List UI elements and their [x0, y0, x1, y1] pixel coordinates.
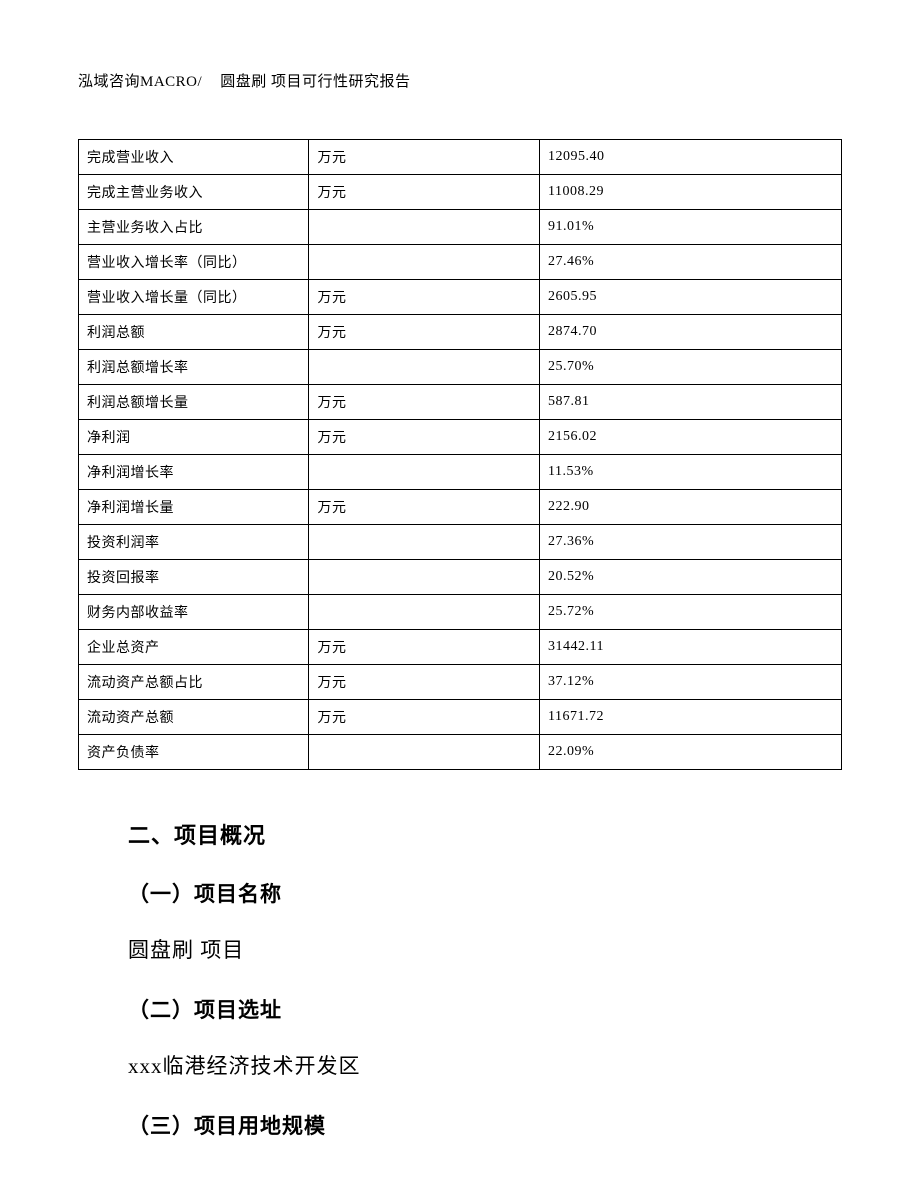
- financial-table: 完成营业收入万元12095.40完成主营业务收入万元11008.29主营业务收入…: [78, 139, 842, 770]
- table-cell-unit: 万元: [309, 490, 539, 525]
- table-cell-label: 主营业务收入占比: [79, 210, 309, 245]
- table-cell-value: 587.81: [539, 385, 841, 420]
- table-cell-label: 营业收入增长率（同比）: [79, 245, 309, 280]
- table-cell-unit: [309, 210, 539, 245]
- financial-table-body: 完成营业收入万元12095.40完成主营业务收入万元11008.29主营业务收入…: [79, 140, 842, 770]
- table-row: 净利润增长量万元222.90: [79, 490, 842, 525]
- table-row: 投资回报率 20.52%: [79, 560, 842, 595]
- table-row: 利润总额增长率 25.70%: [79, 350, 842, 385]
- table-cell-label: 投资回报率: [79, 560, 309, 595]
- section-2-2-title: （二）项目选址: [128, 994, 792, 1024]
- table-cell-value: 27.36%: [539, 525, 841, 560]
- table-row: 流动资产总额万元11671.72: [79, 700, 842, 735]
- header-left: 泓域咨询MACRO/: [78, 74, 202, 90]
- table-cell-value: 31442.11: [539, 630, 841, 665]
- section-2-heading: 二、项目概况: [128, 818, 792, 850]
- table-row: 流动资产总额占比万元37.12%: [79, 665, 842, 700]
- table-row: 财务内部收益率 25.72%: [79, 595, 842, 630]
- table-cell-unit: [309, 525, 539, 560]
- table-cell-unit: [309, 455, 539, 490]
- table-row: 完成营业收入万元12095.40: [79, 140, 842, 175]
- table-row: 完成主营业务收入万元11008.29: [79, 175, 842, 210]
- table-cell-value: 25.72%: [539, 595, 841, 630]
- table-cell-value: 12095.40: [539, 140, 841, 175]
- table-cell-label: 财务内部收益率: [79, 595, 309, 630]
- table-cell-unit: 万元: [309, 280, 539, 315]
- table-cell-unit: 万元: [309, 385, 539, 420]
- table-row: 净利润增长率 11.53%: [79, 455, 842, 490]
- table-cell-unit: 万元: [309, 420, 539, 455]
- table-cell-label: 利润总额: [79, 315, 309, 350]
- table-cell-value: 2156.02: [539, 420, 841, 455]
- page: 泓域咨询MACRO/圆盘刷 项目可行性研究报告 完成营业收入万元12095.40…: [0, 0, 920, 1191]
- table-cell-unit: [309, 735, 539, 770]
- table-cell-label: 流动资产总额: [79, 700, 309, 735]
- table-cell-label: 利润总额增长率: [79, 350, 309, 385]
- table-cell-label: 流动资产总额占比: [79, 665, 309, 700]
- table-cell-label: 营业收入增长量（同比）: [79, 280, 309, 315]
- table-row: 净利润万元2156.02: [79, 420, 842, 455]
- table-cell-value: 27.46%: [539, 245, 841, 280]
- table-cell-unit: 万元: [309, 175, 539, 210]
- table-cell-label: 净利润增长率: [79, 455, 309, 490]
- table-row: 利润总额增长量万元587.81: [79, 385, 842, 420]
- table-cell-value: 20.52%: [539, 560, 841, 595]
- section-2-2-body: xxx临港经济技术开发区: [128, 1050, 792, 1080]
- table-cell-label: 利润总额增长量: [79, 385, 309, 420]
- table-cell-unit: [309, 560, 539, 595]
- table-row: 投资利润率 27.36%: [79, 525, 842, 560]
- table-row: 资产负债率 22.09%: [79, 735, 842, 770]
- table-cell-unit: 万元: [309, 665, 539, 700]
- table-cell-unit: 万元: [309, 140, 539, 175]
- table-row: 主营业务收入占比 91.01%: [79, 210, 842, 245]
- table-row: 营业收入增长率（同比） 27.46%: [79, 245, 842, 280]
- table-cell-label: 完成主营业务收入: [79, 175, 309, 210]
- table-cell-unit: 万元: [309, 700, 539, 735]
- header-right: 圆盘刷 项目可行性研究报告: [220, 74, 410, 90]
- content-body: 二、项目概况 （一）项目名称 圆盘刷 项目 （二）项目选址 xxx临港经济技术开…: [78, 770, 842, 1140]
- table-cell-label: 净利润增长量: [79, 490, 309, 525]
- table-cell-label: 企业总资产: [79, 630, 309, 665]
- table-row: 营业收入增长量（同比）万元2605.95: [79, 280, 842, 315]
- table-cell-label: 投资利润率: [79, 525, 309, 560]
- table-row: 利润总额万元2874.70: [79, 315, 842, 350]
- table-cell-label: 净利润: [79, 420, 309, 455]
- section-2-3-title: （三）项目用地规模: [128, 1110, 792, 1140]
- table-row: 企业总资产万元31442.11: [79, 630, 842, 665]
- table-cell-value: 2605.95: [539, 280, 841, 315]
- section-2-1-title: （一）项目名称: [128, 878, 792, 908]
- table-cell-unit: [309, 350, 539, 385]
- table-cell-value: 37.12%: [539, 665, 841, 700]
- table-cell-value: 91.01%: [539, 210, 841, 245]
- table-cell-unit: 万元: [309, 630, 539, 665]
- table-cell-unit: [309, 245, 539, 280]
- table-cell-label: 完成营业收入: [79, 140, 309, 175]
- table-cell-value: 22.09%: [539, 735, 841, 770]
- table-cell-label: 资产负债率: [79, 735, 309, 770]
- table-cell-value: 11.53%: [539, 455, 841, 490]
- table-cell-value: 11008.29: [539, 175, 841, 210]
- table-cell-value: 2874.70: [539, 315, 841, 350]
- table-cell-value: 222.90: [539, 490, 841, 525]
- table-cell-value: 25.70%: [539, 350, 841, 385]
- table-cell-value: 11671.72: [539, 700, 841, 735]
- section-2-1-body: 圆盘刷 项目: [128, 934, 792, 964]
- table-cell-unit: 万元: [309, 315, 539, 350]
- page-header: 泓域咨询MACRO/圆盘刷 项目可行性研究报告: [78, 70, 842, 91]
- table-cell-unit: [309, 595, 539, 630]
